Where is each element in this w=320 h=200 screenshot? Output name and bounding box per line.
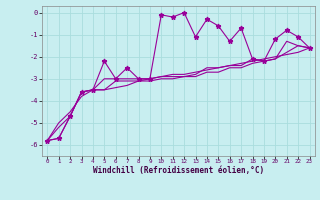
X-axis label: Windchill (Refroidissement éolien,°C): Windchill (Refroidissement éolien,°C) [93, 166, 264, 175]
